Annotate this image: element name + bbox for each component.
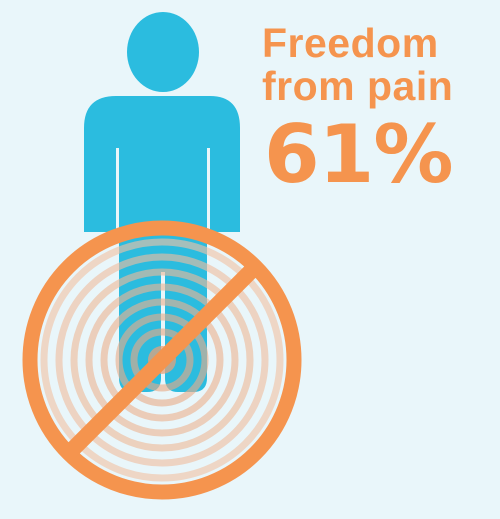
headline-line-2: from pain: [262, 63, 454, 109]
headline-line-1: Freedom: [262, 20, 439, 66]
headline: Freedom from pain 61%: [262, 22, 482, 200]
percentage-value: 61%: [264, 108, 453, 201]
prohibition-icon: [22, 220, 302, 500]
person-head: [127, 12, 199, 92]
pain-rings-icon: [40, 238, 284, 482]
